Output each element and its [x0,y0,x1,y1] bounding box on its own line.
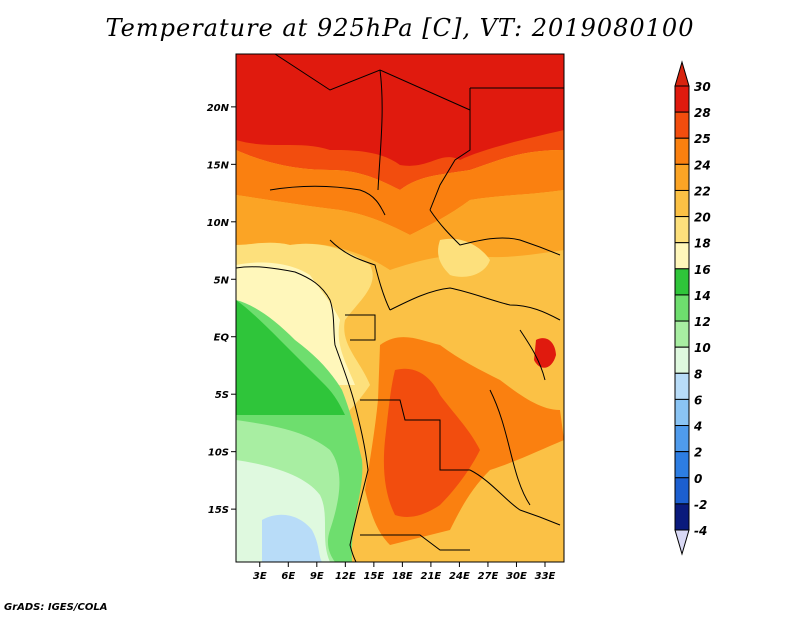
colorbar-under-triangle [674,529,690,556]
lat-tick-label: 15S [208,505,229,516]
lon-tick-label: 18E [392,571,413,582]
lon-tick-label: 6E [281,571,295,582]
colorbar-label: 0 [694,472,702,486]
lon-tick-label: 24E [449,571,470,582]
lat-tick-label: EQ [214,333,230,344]
lon-tick-label: 33E [535,571,556,582]
colorbar-label: 30 [694,80,711,94]
lat-tick-label: 10S [208,448,229,459]
grads-credit: GrADS: IGES/COLA [4,602,108,613]
colorbar-swatch [674,85,690,113]
colorbar-swatch [674,242,690,270]
lat-tick-label: 5S [215,390,229,401]
colorbar-label: 20 [694,211,711,225]
lon-tick-label: 30E [506,571,527,582]
colorbar-label: -4 [694,524,707,538]
lat-tick-label: 5N [214,275,230,286]
colorbar-swatch [674,346,690,374]
colorbar-swatch [674,163,690,191]
longitude-ticks: 3E 6E 9E 12E 15E 18E 21E 24E 27E 30E 33E [253,562,556,582]
colorbar-swatch [674,398,690,427]
map-frame [235,53,565,563]
lon-tick-label: 3E [253,571,267,582]
lon-tick-label: 9E [310,571,324,582]
colorbar-label: 4 [693,420,702,434]
colorbar-swatch [674,451,690,479]
lat-tick-label: 20N [207,103,230,114]
lon-tick-label: 15E [363,571,384,582]
colorbar-swatch [674,137,690,165]
colorbar-label: 28 [694,106,711,120]
colorbar-label: 18 [694,237,711,251]
colorbar-label: 8 [694,367,702,381]
latitude-ticks: 20N 15N 10N 5N EQ 5S 10S 15S [207,103,236,516]
lon-tick-label: 21E [421,571,442,582]
colorbar-swatch [674,372,690,400]
colorbar-over-triangle [674,60,690,87]
colorbar-label: 12 [694,315,711,329]
lon-tick-label: 27E [478,571,499,582]
colorbar-swatch [674,425,690,453]
lon-tick-label: 12E [335,571,356,582]
lat-tick-label: 15N [207,160,230,171]
map-title: Temperature at 925hPa [C], VT: 201908010… [105,14,695,42]
colorbar-swatch [674,320,690,348]
colorbar-swatch [674,111,690,139]
colorbar-swatch [674,503,690,531]
colorbar-label: 22 [694,184,711,198]
colorbar-swatch [674,216,690,244]
colorbar-swatch [674,294,690,322]
colorbar-label: 25 [694,132,711,146]
colorbar-label: 2 [694,446,702,460]
colorbar-swatch [674,268,690,296]
colorbar-label: 14 [694,289,711,303]
colorbar-label: -2 [694,498,707,512]
colorbar-label: 10 [694,341,711,355]
colorbar-swatch [674,477,690,505]
colorbar-swatch [674,189,690,218]
temperature-field [236,54,564,562]
colorbar-label: 16 [694,263,711,277]
colorbar-label: 24 [694,158,711,172]
colorbar-label: 6 [694,393,702,407]
country-borders [236,54,564,562]
lat-tick-label: 10N [207,218,230,229]
